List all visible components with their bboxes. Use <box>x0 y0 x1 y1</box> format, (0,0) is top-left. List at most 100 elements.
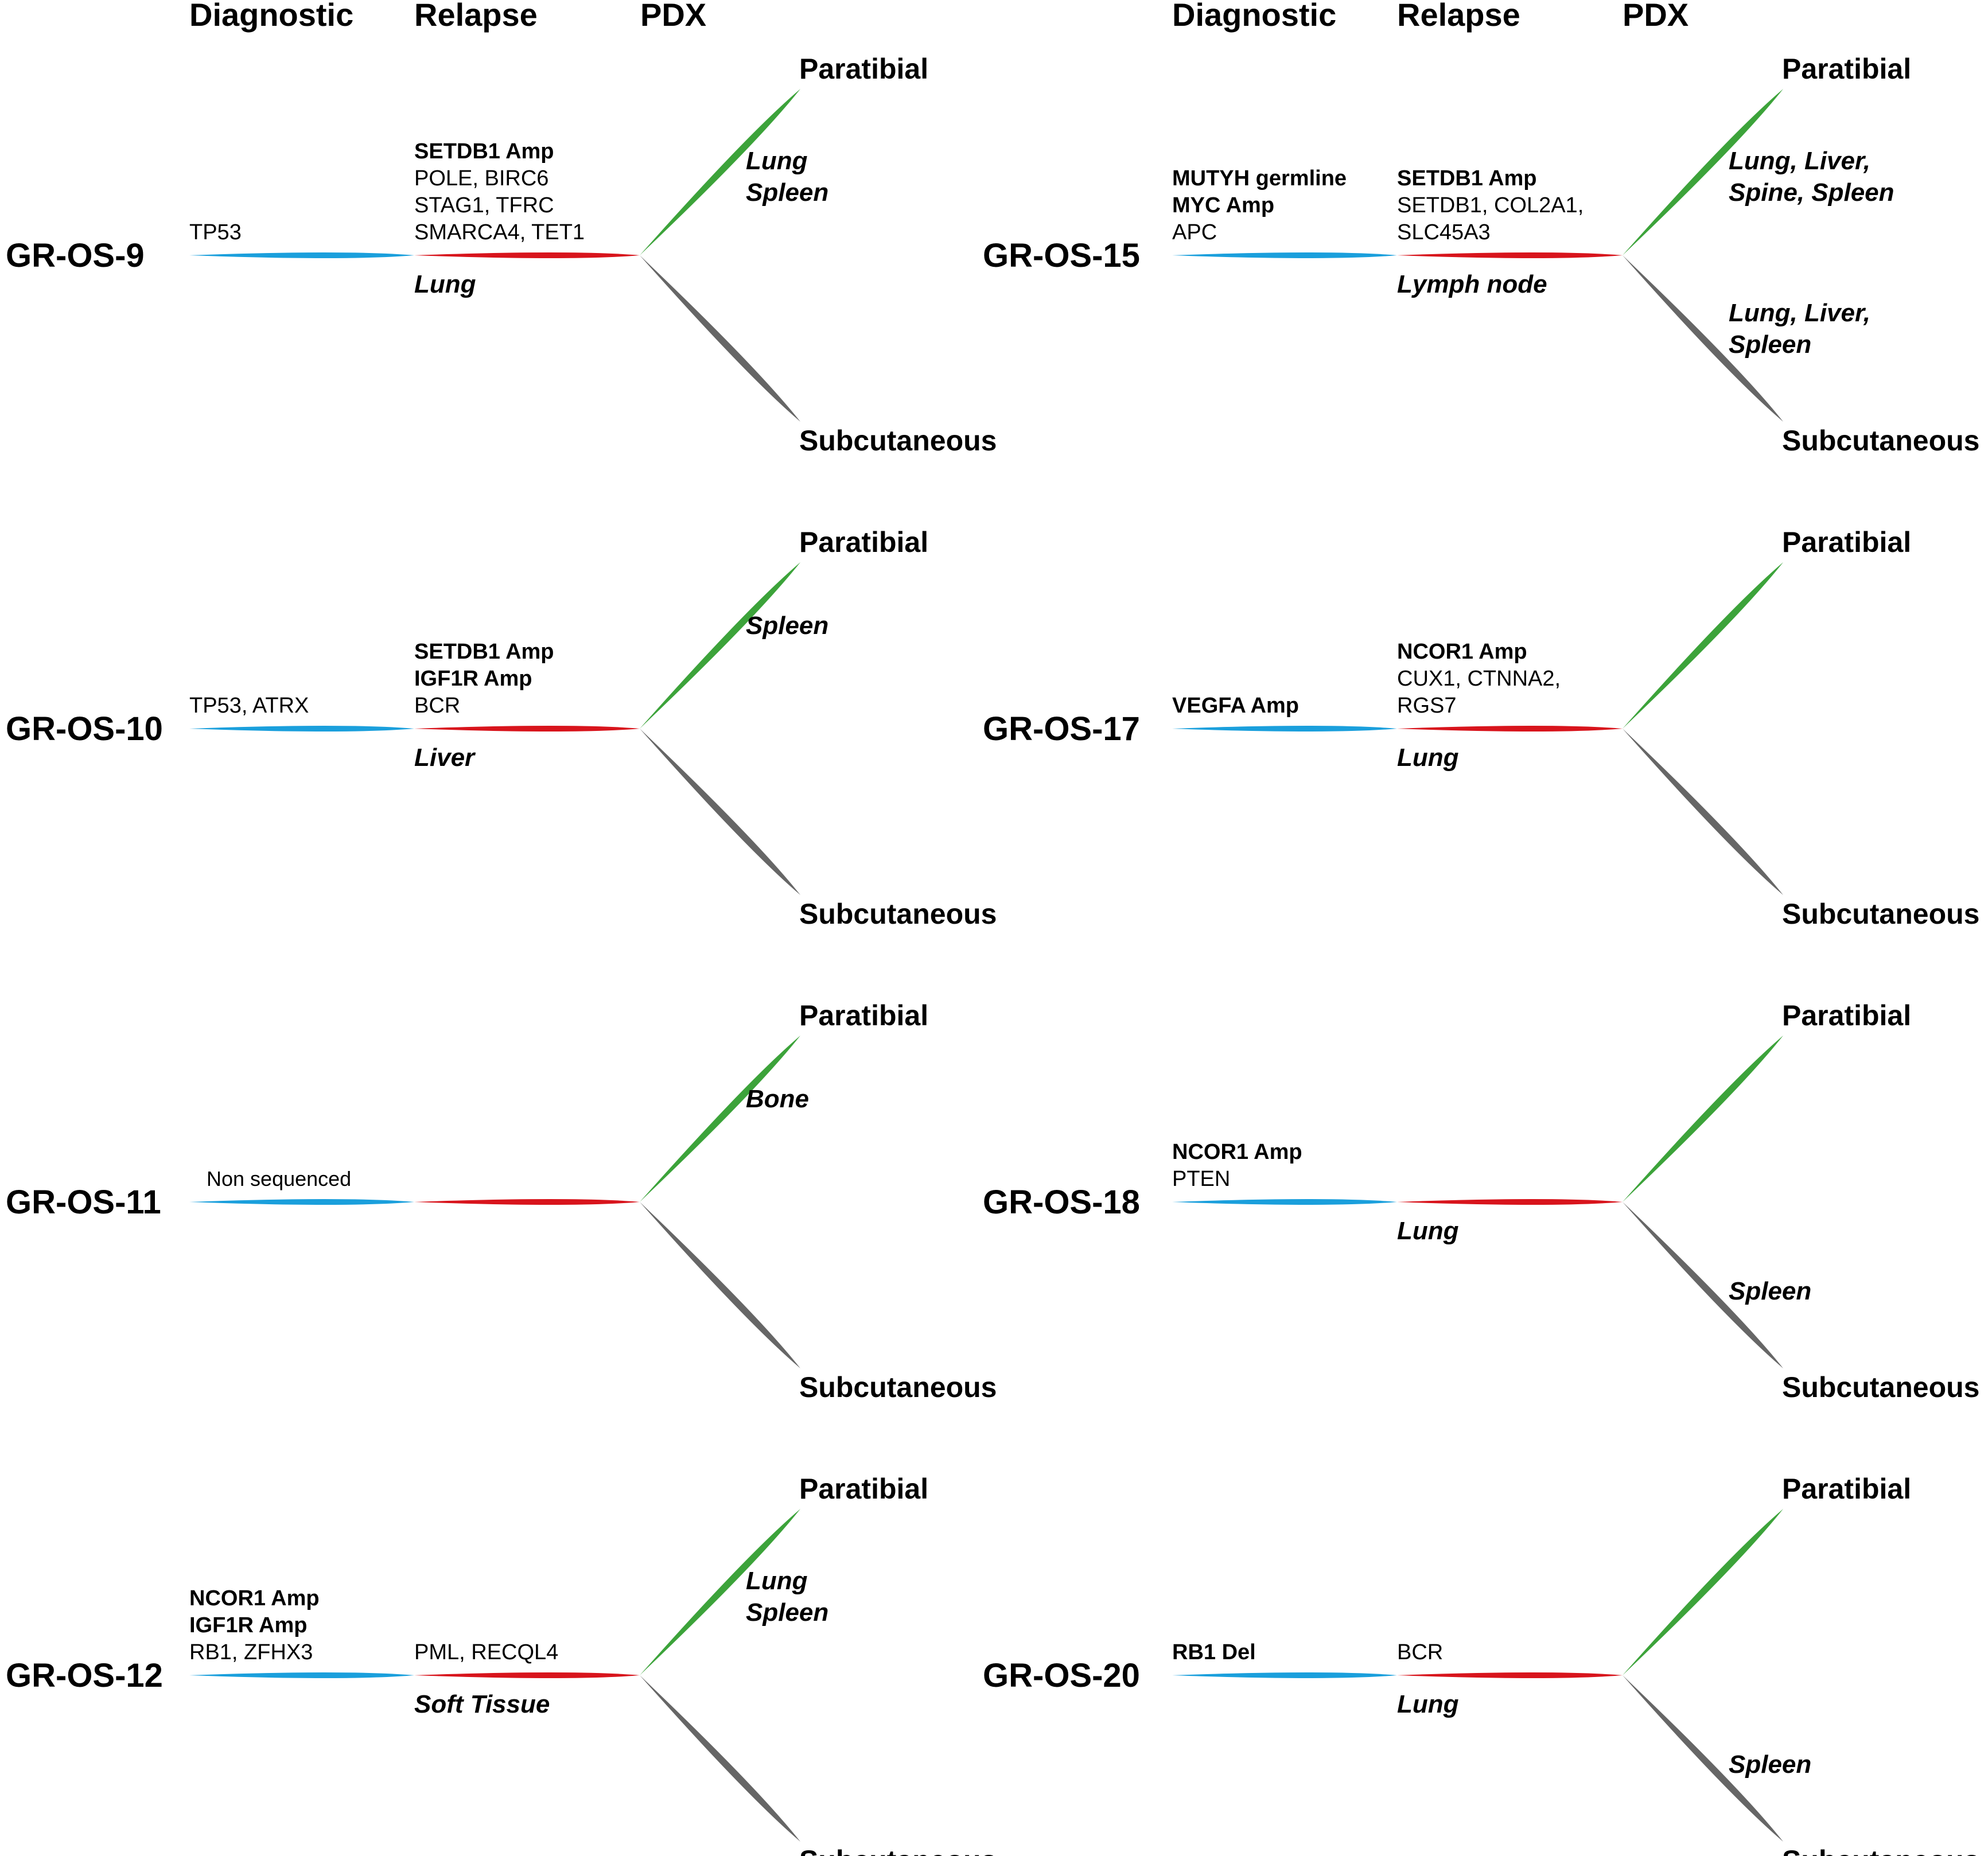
relapse-alteration: PML, RECQL4 <box>414 1640 558 1664</box>
relapse-branch <box>1397 252 1623 258</box>
diagnostic-branch <box>189 726 414 731</box>
relapse-alteration: SETDB1 Amp <box>414 640 554 664</box>
case-label: GR-OS-15 <box>983 237 1140 274</box>
case-panel: GR-OS-11 Paratibial Subcutaneous Non sequen… <box>6 999 997 1403</box>
subcutaneous-branch <box>1623 729 1783 895</box>
relapse-alteration: NCOR1 Amp <box>1397 640 1527 664</box>
relapse-site: Lung <box>1397 1217 1459 1245</box>
case-panel: GR-OS-9 Paratibial Subcutaneous TP53 SETDB1 … <box>6 53 997 457</box>
diagnostic-branch <box>1172 1199 1397 1205</box>
case-panel: GR-OS-12 Paratibial Subcutaneous NCOR1 Amp I… <box>6 1473 997 1856</box>
case-panels: GR-OS-9 Paratibial Subcutaneous TP53 SETDB1 … <box>6 53 1979 1856</box>
paratibial-branch <box>1623 562 1783 729</box>
paratibial-label: Paratibial <box>799 999 928 1032</box>
subcutaneous-metastasis-site: Spleen <box>1729 330 1811 359</box>
diagnostic-alteration: MYC Amp <box>1172 193 1274 217</box>
subcutaneous-label: Subcutaneous <box>1782 425 1979 457</box>
relapse-alteration: POLE, BIRC6 <box>414 166 548 190</box>
subcutaneous-branch <box>640 729 800 895</box>
case-label: GR-OS-12 <box>6 1657 163 1694</box>
paratibial-label: Paratibial <box>1782 53 1911 85</box>
paratibial-branch <box>640 1036 800 1202</box>
header-relapse-left: Relapse <box>414 0 538 33</box>
subcutaneous-branch <box>1623 1675 1783 1842</box>
paratibial-metastasis-site: Bone <box>746 1085 809 1113</box>
diagnostic-branch <box>1172 1672 1397 1678</box>
relapse-alteration: SLC45A3 <box>1397 220 1491 244</box>
case-label: GR-OS-11 <box>6 1184 161 1221</box>
case-label: GR-OS-20 <box>983 1657 1140 1694</box>
relapse-alteration: IGF1R Amp <box>414 667 532 691</box>
header-pdx-right: PDX <box>1623 0 1689 33</box>
relapse-branch <box>414 252 640 258</box>
paratibial-branch <box>1623 89 1783 255</box>
subcutaneous-label: Subcutaneous <box>1782 1371 1979 1403</box>
case-label: GR-OS-18 <box>983 1184 1140 1221</box>
paratibial-metastasis-site: Spleen <box>746 178 828 207</box>
paratibial-metastasis-site: Lung <box>746 1567 808 1595</box>
relapse-alteration: SETDB1 Amp <box>1397 166 1537 190</box>
diagnostic-alteration: RB1 Del <box>1172 1640 1256 1664</box>
header-relapse-right: Relapse <box>1397 0 1520 33</box>
case-panel: GR-OS-17 Paratibial Subcutaneous VEGFA Amp N… <box>983 526 1979 930</box>
subcutaneous-label: Subcutaneous <box>1782 898 1979 930</box>
relapse-branch <box>1397 1672 1623 1678</box>
paratibial-label: Paratibial <box>799 53 928 85</box>
column-headers: Diagnostic Relapse PDX Diagnostic Relaps… <box>189 0 1689 33</box>
relapse-alteration: SETDB1 Amp <box>414 139 554 164</box>
paratibial-label: Paratibial <box>1782 1473 1911 1505</box>
diagnostic-alteration: Non sequenced <box>207 1167 351 1190</box>
diagnostic-alteration: NCOR1 Amp <box>1172 1140 1302 1164</box>
diagnostic-alteration: RB1, ZFHX3 <box>189 1640 313 1664</box>
case-panel: GR-OS-10 Paratibial Subcutaneous TP53, ATRX… <box>6 526 997 930</box>
relapse-branch <box>414 1199 640 1205</box>
subcutaneous-branch <box>640 1675 800 1842</box>
subcutaneous-label: Subcutaneous <box>799 425 997 457</box>
relapse-alteration: STAG1, TFRC <box>414 193 554 217</box>
paratibial-metastasis-site: Lung <box>746 147 808 175</box>
diagnostic-alteration: MUTYH germline <box>1172 166 1347 190</box>
subcutaneous-branch <box>1623 1202 1783 1368</box>
relapse-site: Lung <box>1397 744 1459 772</box>
paratibial-metastasis-site: Lung, Liver, <box>1729 147 1870 175</box>
diagnostic-branch <box>1172 252 1397 258</box>
case-label: GR-OS-9 <box>6 237 145 274</box>
paratibial-metastasis-site: Spleen <box>746 1598 828 1627</box>
relapse-site: Lung <box>1397 1690 1459 1718</box>
case-panel: GR-OS-20 Paratibial Subcutaneous RB1 Del BCR… <box>983 1473 1979 1856</box>
diagnostic-alteration: VEGFA Amp <box>1172 694 1299 718</box>
relapse-branch <box>414 1672 640 1678</box>
case-label: GR-OS-17 <box>983 710 1140 748</box>
relapse-site: Lung <box>414 270 476 298</box>
relapse-alteration: BCR <box>414 694 460 718</box>
subcutaneous-metastasis-site: Spleen <box>1729 1277 1811 1305</box>
paratibial-branch <box>640 1509 800 1675</box>
relapse-alteration: CUX1, CTNNA2, <box>1397 667 1561 691</box>
relapse-branch <box>1397 1199 1623 1205</box>
diagnostic-alteration: TP53, ATRX <box>189 694 309 718</box>
paratibial-metastasis-site: Spleen <box>746 612 828 640</box>
paratibial-metastasis-site: Spine, Spleen <box>1729 178 1894 207</box>
relapse-site: Liver <box>414 744 476 772</box>
relapse-alteration: SETDB1, COL2A1, <box>1397 193 1584 217</box>
subcutaneous-branch <box>1623 255 1783 422</box>
diagnostic-alteration: NCOR1 Amp <box>189 1586 320 1610</box>
subcutaneous-label: Subcutaneous <box>799 1845 997 1856</box>
case-label: GR-OS-10 <box>6 710 163 748</box>
header-pdx-left: PDX <box>640 0 706 33</box>
diagnostic-alteration: TP53 <box>189 220 242 244</box>
relapse-alteration: SMARCA4, TET1 <box>414 220 585 244</box>
diagnostic-alteration: PTEN <box>1172 1167 1230 1191</box>
subcutaneous-metastasis-site: Spleen <box>1729 1750 1811 1779</box>
relapse-site: Soft Tissue <box>414 1690 550 1718</box>
header-diagnostic-right: Diagnostic <box>1172 0 1336 33</box>
subcutaneous-label: Subcutaneous <box>799 1371 997 1403</box>
paratibial-branch <box>640 562 800 729</box>
subcutaneous-metastasis-site: Lung, Liver, <box>1729 299 1870 327</box>
subcutaneous-branch <box>640 255 800 422</box>
paratibial-branch <box>640 89 800 255</box>
diagnostic-branch <box>189 252 414 258</box>
subcutaneous-label: Subcutaneous <box>799 898 997 930</box>
diagnostic-alteration: IGF1R Amp <box>189 1613 308 1637</box>
